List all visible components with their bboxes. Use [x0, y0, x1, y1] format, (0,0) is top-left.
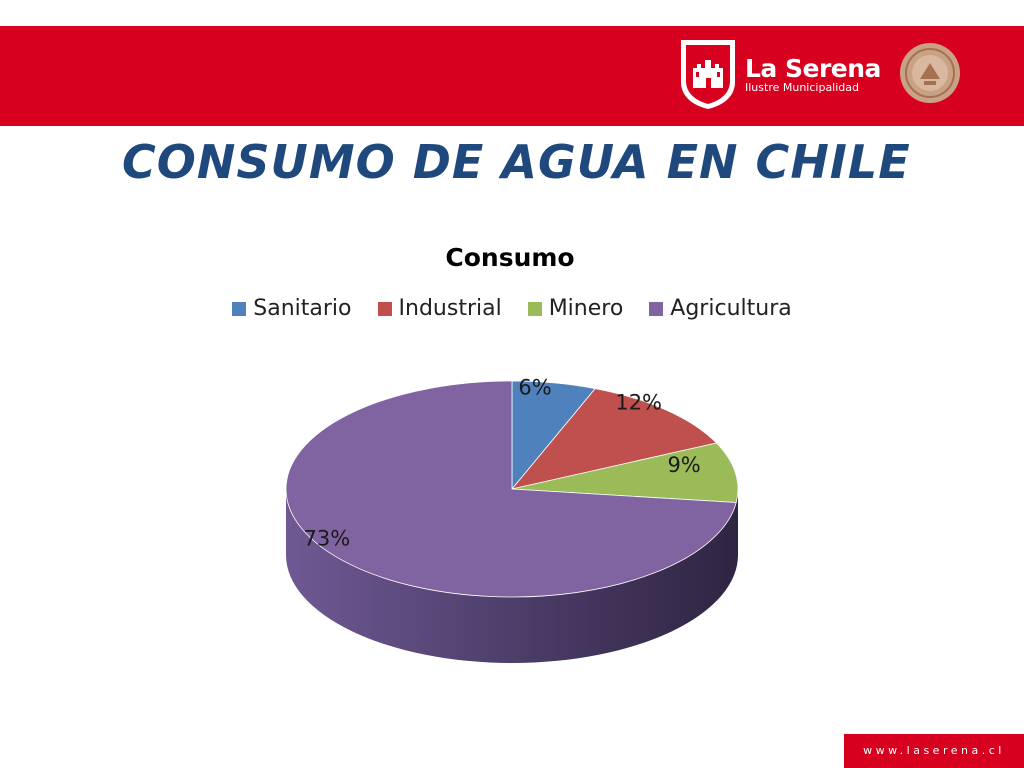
- top-strip: [0, 0, 1024, 26]
- castle-shield-logo-icon: [681, 40, 735, 109]
- pie-slices: [285, 380, 739, 598]
- legend-item-agricultura: Agricultura: [649, 296, 792, 321]
- legend-swatch-agricultura: [649, 301, 664, 316]
- slide-title: CONSUMO DE AGUA EN CHILE: [122, 135, 911, 189]
- brand-block: La Serena Ilustre Municipalidad: [745, 55, 881, 94]
- pie-slice-agricultura: [285, 380, 737, 598]
- legend-label-sanitario: Sanitario: [253, 296, 352, 321]
- anniversary-seal-icon: [900, 43, 960, 103]
- legend-label-minero: Minero: [548, 296, 624, 321]
- legend-swatch-minero: [527, 301, 542, 316]
- data-label-industrial: 12%: [615, 391, 662, 415]
- pie-slice-industrial: [510, 388, 718, 490]
- legend-item-sanitario: Sanitario: [232, 296, 352, 321]
- pie-slice-minero: [511, 442, 739, 503]
- legend-swatch-sanitario: [232, 301, 247, 316]
- legend-label-industrial: Industrial: [398, 296, 502, 321]
- pie-chart: 6% 12% 9% 73%: [285, 375, 739, 663]
- data-label-sanitario: 6%: [518, 375, 551, 399]
- brand-subtitle: Ilustre Municipalidad: [745, 81, 859, 94]
- brand-name: La Serena: [745, 54, 881, 83]
- legend-label-agricultura: Agricultura: [670, 296, 792, 321]
- legend-swatch-industrial: [377, 301, 392, 316]
- chart-legend: Sanitario Industrial Minero Agricultura: [0, 296, 1024, 321]
- footer-url: www.laserena.cl: [863, 744, 1005, 757]
- pie-data-labels: 6% 12% 9% 73%: [304, 375, 701, 550]
- pie-side-wall: [286, 489, 738, 663]
- pie-depth: [286, 489, 738, 663]
- footer-banner: www.laserena.cl: [844, 734, 1024, 768]
- legend-item-industrial: Industrial: [377, 296, 502, 321]
- data-label-agricultura: 73%: [304, 526, 351, 550]
- legend-item-minero: Minero: [527, 296, 624, 321]
- header-banner: [0, 26, 1024, 126]
- chart-title: Consumo: [445, 243, 575, 272]
- data-label-minero: 9%: [667, 453, 700, 477]
